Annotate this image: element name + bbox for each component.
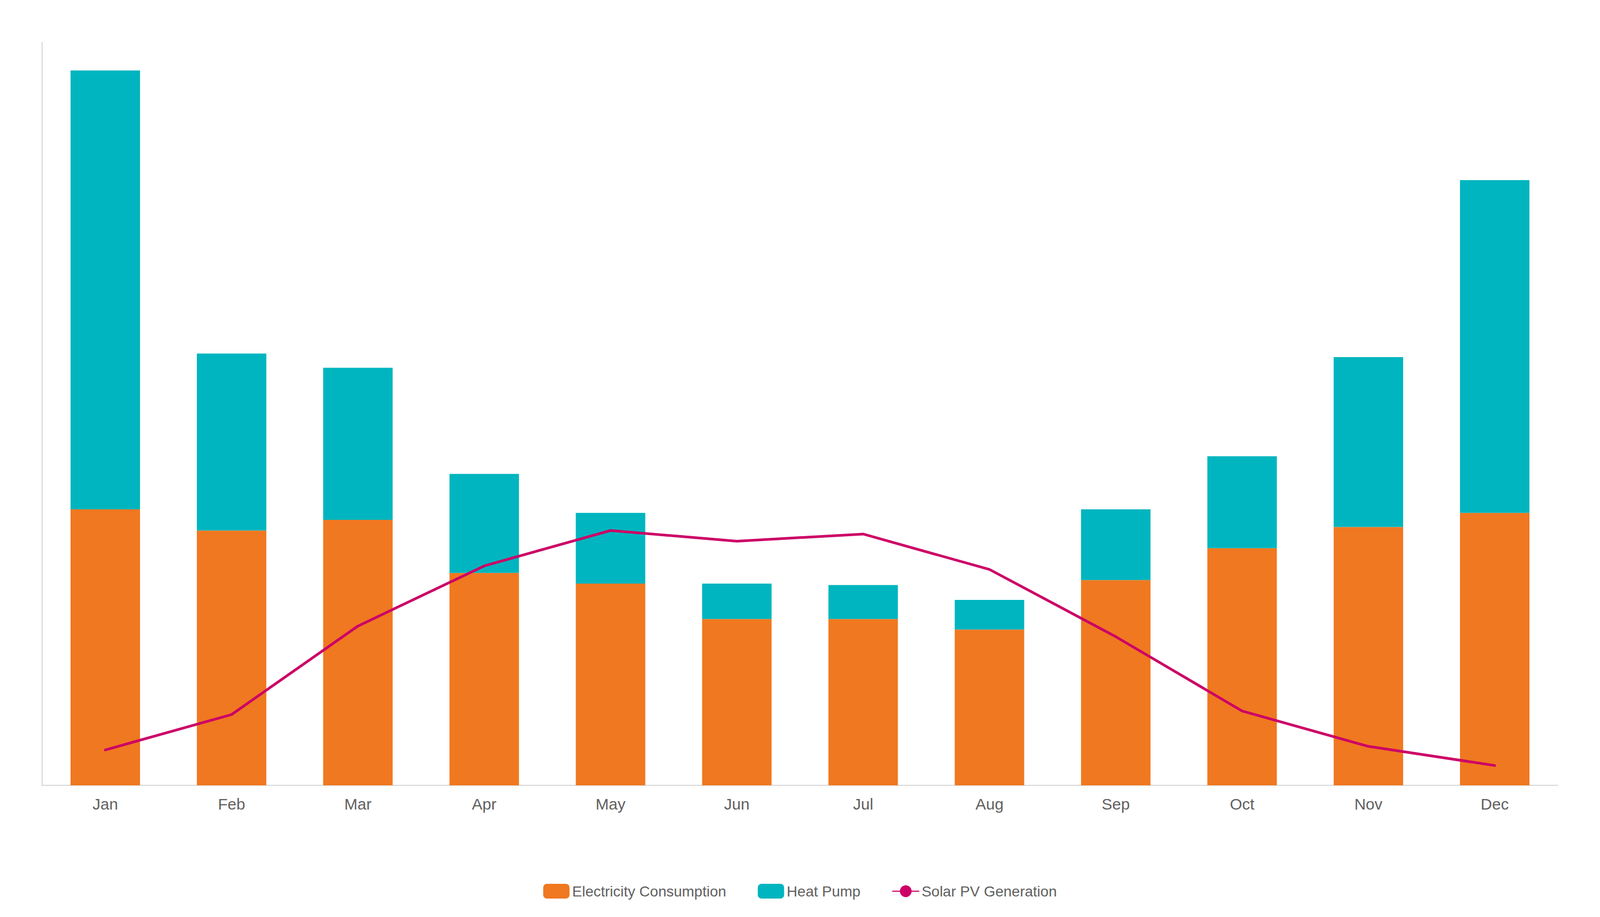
svg-text:May: May — [595, 794, 626, 813]
svg-text:Jun: Jun — [723, 794, 750, 813]
svg-text:Solar PV Generation: Solar PV Generation — [921, 882, 1057, 900]
svg-text:Heat Pump: Heat Pump — [786, 882, 861, 900]
svg-text:Jan: Jan — [92, 794, 118, 813]
svg-text:Sep: Sep — [1101, 794, 1130, 813]
svg-text:Aug: Aug — [975, 794, 1004, 813]
svg-text:Mar: Mar — [344, 794, 372, 813]
svg-text:Apr: Apr — [471, 794, 497, 813]
svg-text:Feb: Feb — [217, 794, 246, 813]
svg-text:Jul: Jul — [852, 794, 873, 813]
svg-text:Oct: Oct — [1229, 794, 1255, 813]
svg-text:Dec: Dec — [1480, 794, 1509, 813]
svg-text:Electricity Consumption: Electricity Consumption — [572, 882, 727, 900]
svg-text:Nov: Nov — [1354, 794, 1383, 813]
